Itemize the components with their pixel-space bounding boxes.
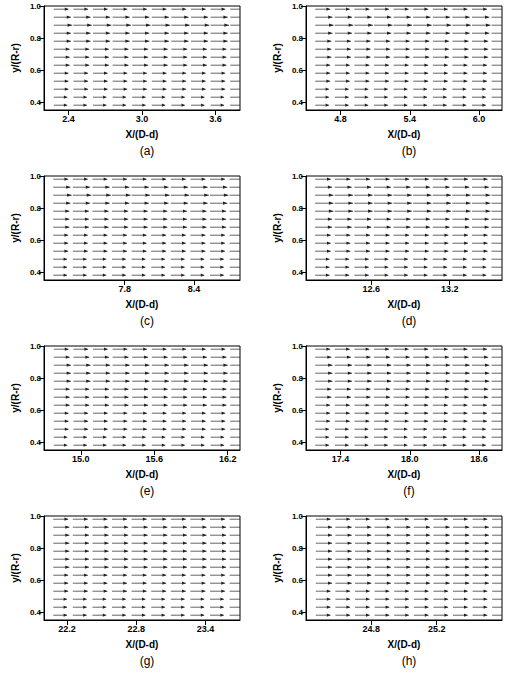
svg-text:15.0: 15.0 [72,454,90,464]
svg-text:7.8: 7.8 [118,284,131,294]
svg-text:0.8: 0.8 [292,544,304,553]
svg-text:0.6: 0.6 [292,236,304,245]
svg-text:22.2: 22.2 [58,624,76,634]
svg-text:1.0: 1.0 [292,2,304,11]
svg-text:1.0: 1.0 [292,172,304,181]
svg-text:1.0: 1.0 [30,172,42,181]
svg-text:8.4: 8.4 [188,284,201,294]
svg-text:0.6: 0.6 [30,576,42,585]
svg-text:1.0: 1.0 [30,2,42,11]
svg-text:y/(R-r): y/(R-r) [272,213,283,242]
svg-text:0.4: 0.4 [30,268,42,277]
svg-text:0.4: 0.4 [292,438,304,447]
svg-text:13.2: 13.2 [441,284,459,294]
svg-text:18.6: 18.6 [470,454,488,464]
svg-text:X/(D-d): X/(D-d) [126,469,159,480]
svg-text:y/(R-r): y/(R-r) [10,213,21,242]
svg-text:y/(R-r): y/(R-r) [10,43,21,72]
svg-text:y/(R-r): y/(R-r) [272,553,283,582]
svg-text:1.0: 1.0 [30,512,42,521]
svg-text:1.0: 1.0 [292,342,304,351]
svg-text:1.0: 1.0 [292,512,304,521]
svg-text:0.6: 0.6 [292,576,304,585]
svg-text:15.6: 15.6 [145,454,163,464]
svg-text:12.6: 12.6 [363,284,381,294]
svg-text:0.6: 0.6 [292,66,304,75]
svg-text:0.4: 0.4 [30,438,42,447]
svg-text:(f): (f) [403,484,414,498]
svg-text:X/(D-d): X/(D-d) [126,299,159,310]
svg-text:(c): (c) [140,314,154,328]
svg-text:16.2: 16.2 [219,454,237,464]
svg-text:0.8: 0.8 [30,204,42,213]
svg-text:X/(D-d): X/(D-d) [388,129,421,140]
svg-text:0.4: 0.4 [30,98,42,107]
svg-text:y/(R-r): y/(R-r) [272,43,283,72]
svg-text:6.0: 6.0 [473,114,486,124]
svg-text:(e): (e) [140,484,155,498]
svg-text:17.4: 17.4 [332,454,350,464]
svg-text:0.6: 0.6 [292,406,304,415]
svg-text:X/(D-d): X/(D-d) [388,299,421,310]
svg-text:0.6: 0.6 [30,66,42,75]
svg-text:5.4: 5.4 [404,114,417,124]
svg-text:(d): (d) [402,314,417,328]
svg-text:24.8: 24.8 [363,624,381,634]
svg-text:X/(D-d): X/(D-d) [126,129,159,140]
svg-text:0.8: 0.8 [292,374,304,383]
svg-text:0.8: 0.8 [30,34,42,43]
svg-text:0.4: 0.4 [30,608,42,617]
svg-text:X/(D-d): X/(D-d) [388,639,421,650]
svg-text:0.6: 0.6 [30,236,42,245]
svg-text:(g): (g) [140,654,155,668]
svg-text:0.8: 0.8 [292,204,304,213]
svg-text:0.4: 0.4 [292,608,304,617]
svg-text:0.4: 0.4 [292,268,304,277]
svg-text:0.8: 0.8 [30,374,42,383]
svg-text:0.8: 0.8 [30,544,42,553]
svg-text:2.4: 2.4 [62,114,75,124]
svg-text:0.4: 0.4 [292,98,304,107]
svg-text:y/(R-r): y/(R-r) [272,383,283,412]
svg-text:4.8: 4.8 [334,114,347,124]
svg-text:0.6: 0.6 [30,406,42,415]
svg-text:y/(R-r): y/(R-r) [10,383,21,412]
svg-text:X/(D-d): X/(D-d) [388,469,421,480]
svg-text:(a): (a) [140,144,155,158]
svg-text:1.0: 1.0 [30,342,42,351]
svg-text:3.6: 3.6 [209,114,222,124]
svg-text:y/(R-r): y/(R-r) [10,553,21,582]
svg-text:22.8: 22.8 [127,624,145,634]
svg-text:23.4: 23.4 [197,624,215,634]
svg-text:18.0: 18.0 [401,454,419,464]
svg-text:25.2: 25.2 [428,624,446,634]
svg-text:0.8: 0.8 [292,34,304,43]
svg-text:(h): (h) [402,654,417,668]
svg-text:(b): (b) [402,144,417,158]
svg-text:X/(D-d): X/(D-d) [126,639,159,650]
svg-text:3.0: 3.0 [136,114,149,124]
